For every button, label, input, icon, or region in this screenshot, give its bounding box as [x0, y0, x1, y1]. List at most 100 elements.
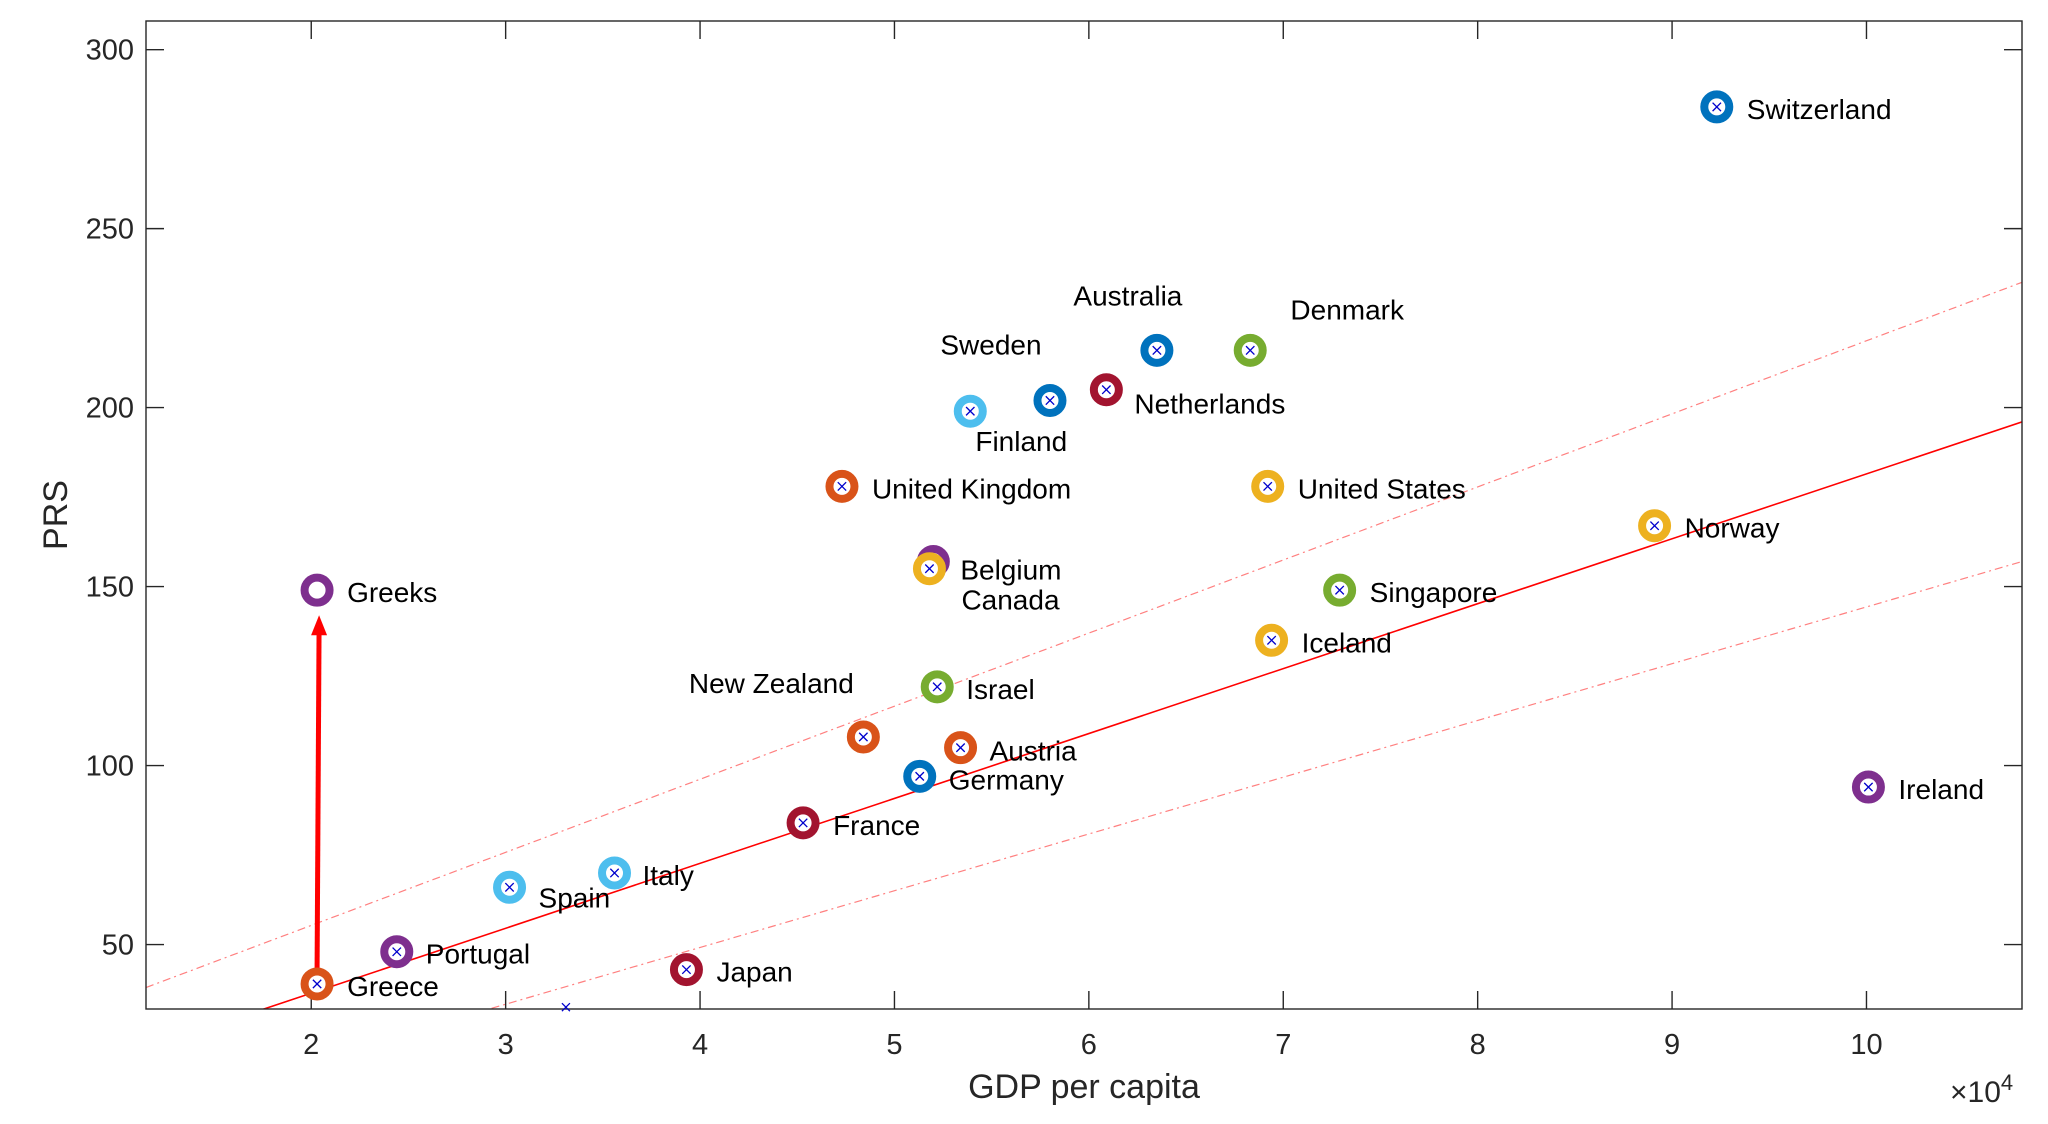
point-ring	[300, 573, 334, 607]
axes-box	[145, 20, 2023, 1010]
label-australia: Australia	[1073, 280, 1182, 311]
x-tick-label: 2	[303, 1029, 319, 1061]
point-france	[786, 806, 820, 840]
data-points	[300, 90, 1885, 1012]
x-tick-label: 4	[692, 1029, 708, 1061]
point-united-kingdom	[825, 469, 859, 503]
x-tick-label: 9	[1664, 1029, 1680, 1061]
point-netherlands	[1089, 373, 1123, 407]
point-italy	[598, 856, 632, 890]
x-axis-title: GDP per capita	[968, 1068, 1200, 1106]
point-sweden	[1033, 383, 1067, 417]
point-cross	[1712, 102, 1722, 112]
point-israel	[920, 670, 954, 704]
x-tick-label: 5	[886, 1029, 902, 1061]
axes: 2 3 4 5 6 7 8 9 10 50 100 150 200 250 300	[86, 20, 2023, 1061]
point-denmark	[1233, 333, 1267, 367]
label-greeks: Greeks	[347, 577, 437, 608]
point-cross	[1045, 395, 1055, 406]
x-exponent-base: ×10	[1950, 1076, 2001, 1109]
label-ireland: Ireland	[1898, 774, 1984, 805]
upper-confidence-line	[146, 281, 2022, 989]
point-norway	[1638, 509, 1672, 543]
point-united-states	[1251, 469, 1285, 503]
point-spain	[493, 870, 527, 904]
y-tick-label: 200	[86, 393, 134, 425]
label-norway: Norway	[1685, 513, 1780, 544]
point-australia	[1140, 333, 1174, 367]
label-finland: Finland	[975, 426, 1067, 457]
point-cross	[915, 771, 925, 781]
point-austria	[944, 731, 978, 765]
point-cross	[1263, 481, 1273, 492]
y-tick-label: 50	[102, 930, 134, 962]
point-cross	[955, 743, 966, 753]
label-germany: Germany	[949, 764, 1064, 795]
label-austria: Austria	[990, 736, 1078, 767]
plot-area	[146, 21, 2022, 1009]
y-tick-label: 100	[86, 751, 134, 783]
label-portugal: Portugal	[426, 939, 530, 970]
x-tick-label: 7	[1275, 1029, 1291, 1061]
point-cross	[924, 564, 935, 574]
label-new-zealand: New Zealand	[689, 668, 854, 699]
point-canada	[912, 552, 946, 586]
greece-arrow	[311, 615, 328, 970]
x-exponent-power: 4	[2001, 1070, 2013, 1095]
arrow-shaft	[314, 627, 322, 970]
point-cross	[504, 882, 515, 892]
point-cross	[965, 406, 975, 416]
label-france: France	[833, 810, 920, 841]
point-cross	[858, 732, 869, 742]
point-ireland	[1851, 770, 1885, 804]
stray-cross-marker	[561, 1002, 571, 1012]
y-axis-title: PRS	[37, 480, 75, 550]
point-cross	[1334, 585, 1345, 595]
point-finland	[953, 394, 987, 428]
point-cross	[1101, 385, 1112, 395]
point-cross	[932, 682, 942, 692]
label-united-states: United States	[1298, 473, 1466, 504]
label-netherlands: Netherlands	[1134, 389, 1285, 420]
y-tick-label: 250	[86, 214, 134, 246]
label-singapore: Singapore	[1370, 577, 1498, 608]
point-cross	[392, 947, 402, 957]
point-cross	[1863, 782, 1874, 792]
point-iceland	[1255, 623, 1289, 657]
label-spain: Spain	[539, 882, 611, 913]
label-denmark: Denmark	[1290, 294, 1405, 325]
point-greeks	[300, 573, 334, 607]
x-exponent-label: ×104	[1950, 1070, 2013, 1109]
label-italy: Italy	[643, 860, 694, 891]
label-united-kingdom: United Kingdom	[872, 473, 1071, 504]
regression-fit-line	[261, 421, 2022, 1009]
label-switzerland: Switzerland	[1747, 94, 1892, 125]
point-new-zealand	[846, 720, 880, 754]
point-germany	[903, 759, 937, 793]
arrow-head	[311, 615, 328, 636]
point-switzerland	[1700, 90, 1734, 124]
label-greece: Greece	[347, 971, 439, 1002]
point-cross	[798, 818, 808, 828]
point-greece	[300, 967, 334, 1001]
x-tick-label: 6	[1081, 1029, 1097, 1061]
x-tick-label: 3	[498, 1029, 514, 1061]
y-tick-label: 150	[86, 572, 134, 604]
point-cross	[1152, 345, 1162, 355]
regression-lines	[146, 281, 2022, 1009]
lower-confidence-line	[487, 560, 2022, 1009]
label-sweden: Sweden	[940, 329, 1041, 360]
point-cross	[681, 964, 692, 975]
label-canada: Canada	[961, 585, 1060, 616]
label-iceland: Iceland	[1302, 627, 1392, 658]
label-israel: Israel	[966, 674, 1034, 705]
y-tick-label: 300	[86, 35, 134, 67]
x-tick-label: 8	[1470, 1029, 1486, 1061]
point-labels: Switzerland Australia Denmark Sweden Netherl…	[347, 94, 1984, 1002]
label-belgium: Belgium	[960, 555, 1061, 586]
point-portugal	[380, 935, 414, 969]
point-cross	[1649, 521, 1660, 531]
point-cross	[1266, 635, 1277, 645]
point-cross	[1245, 345, 1255, 355]
